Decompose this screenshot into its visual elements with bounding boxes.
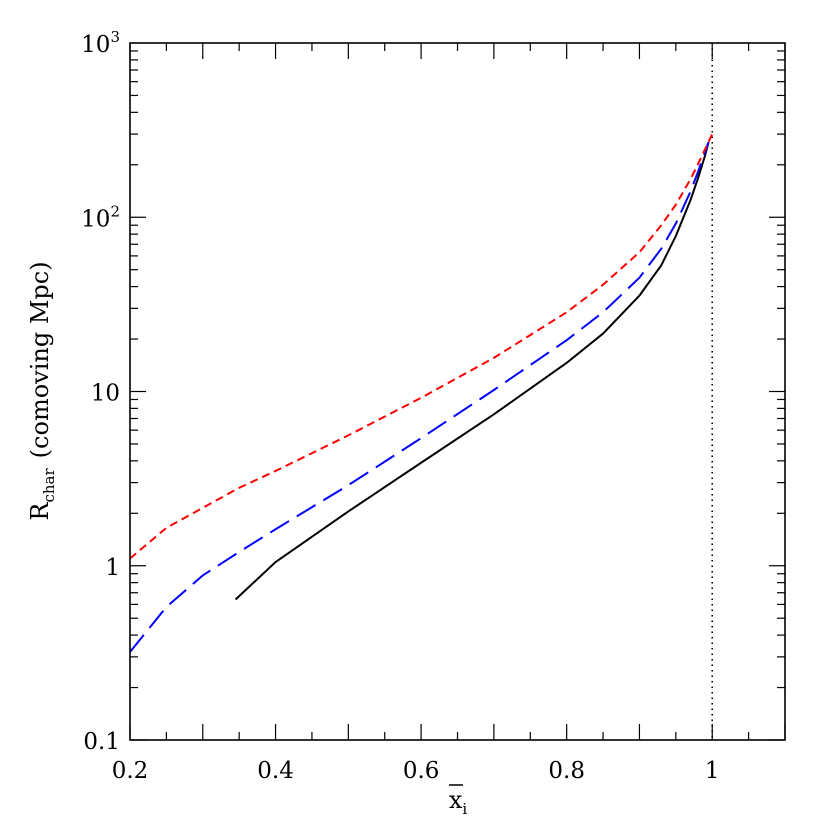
x-tick-label: 0.4 [257,758,294,784]
y-axis-label: Rchar (comoving Mpc) [26,261,58,520]
series-line-1 [234,141,710,601]
y-tick-label-exponent: 2 [110,202,120,220]
y-axis-label-suffix: (comoving Mpc) [26,261,54,458]
y-axis-label-subscript: char [40,467,58,502]
x-tick-label: 0.8 [548,758,585,784]
x-tick-label: 0.2 [112,758,149,784]
y-tick-label: 1 [105,555,120,581]
series-line-3 [129,133,714,560]
y-tick-label: 102 [81,202,120,232]
x-axis-label-subscript: i [462,800,467,818]
y-tick-label: 10 [91,381,120,407]
y-tick-label-exponent: 3 [110,28,120,46]
x-axis-label-main: x [449,786,463,814]
y-tick-label-base: 10 [81,206,110,232]
y-axis-label-main: R [26,502,54,521]
plot-layer [129,43,714,740]
x-axis-label: xi [449,786,468,818]
x-tick-label: 0.6 [403,758,440,784]
plot-frame [129,42,786,741]
y-tick-label: 103 [81,28,120,58]
y-tick-label-base: 10 [81,32,110,58]
y-tick-label: 0.1 [83,729,120,755]
x-tick-label: 1 [705,758,720,784]
series-line-2 [129,141,710,653]
